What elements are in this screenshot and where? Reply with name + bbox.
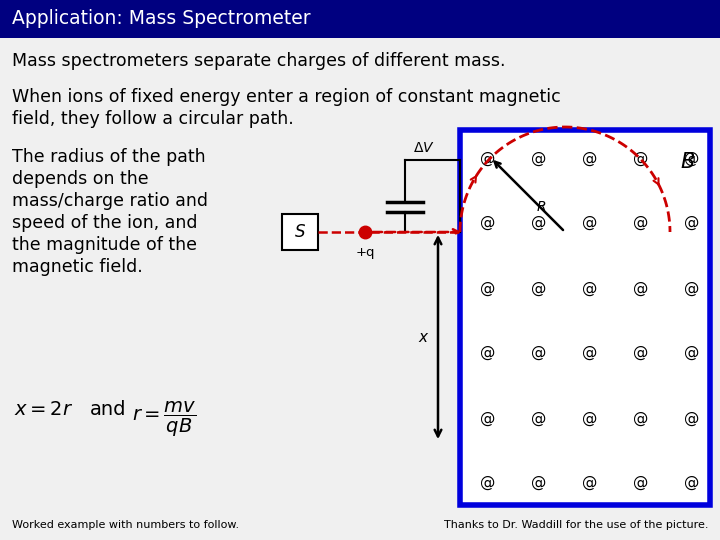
Text: @: @ [684, 346, 700, 361]
Text: @: @ [582, 476, 598, 490]
Text: magnetic field.: magnetic field. [12, 258, 143, 276]
Text: @: @ [531, 215, 546, 231]
Text: @: @ [582, 280, 598, 295]
Text: Application: Mass Spectrometer: Application: Mass Spectrometer [12, 10, 310, 29]
Text: and: and [90, 400, 127, 419]
Text: Mass spectrometers separate charges of different mass.: Mass spectrometers separate charges of d… [12, 52, 505, 70]
Text: @: @ [634, 280, 649, 295]
Text: When ions of fixed energy enter a region of constant magnetic: When ions of fixed energy enter a region… [12, 88, 561, 106]
Text: @: @ [531, 151, 546, 165]
Text: speed of the ion, and: speed of the ion, and [12, 214, 197, 232]
Text: @: @ [684, 476, 700, 490]
Text: $x = 2r$: $x = 2r$ [14, 400, 73, 419]
Text: @: @ [634, 151, 649, 165]
Text: $S$: $S$ [294, 223, 306, 241]
Text: $B$: $B$ [680, 152, 696, 172]
Text: @: @ [684, 215, 700, 231]
Text: @: @ [582, 410, 598, 426]
Text: $x$: $x$ [418, 329, 430, 345]
Bar [0, 0, 720, 38]
Text: $r = \dfrac{mv}{qB}$: $r = \dfrac{mv}{qB}$ [132, 400, 197, 439]
Text: @: @ [531, 346, 546, 361]
Text: The radius of the path: The radius of the path [12, 148, 206, 166]
Text: @: @ [480, 410, 495, 426]
Text: +q: +q [355, 246, 374, 259]
Text: the magnitude of the: the magnitude of the [12, 236, 197, 254]
Text: @: @ [480, 476, 495, 490]
Text: field, they follow a circular path.: field, they follow a circular path. [12, 110, 294, 128]
Text: @: @ [480, 346, 495, 361]
Bar [460, 130, 710, 505]
Text: @: @ [480, 215, 495, 231]
Text: mass/charge ratio and: mass/charge ratio and [12, 192, 208, 210]
Text: depends on the: depends on the [12, 170, 148, 188]
Text: @: @ [531, 410, 546, 426]
Bar [282, 214, 318, 250]
Text: @: @ [480, 280, 495, 295]
Text: @: @ [634, 410, 649, 426]
Text: @: @ [480, 151, 495, 165]
Text: @: @ [684, 151, 700, 165]
Text: $\Delta V$: $\Delta V$ [413, 141, 435, 155]
Text: @: @ [582, 151, 598, 165]
Text: @: @ [634, 346, 649, 361]
Text: $R$: $R$ [536, 200, 546, 214]
Text: @: @ [582, 215, 598, 231]
Text: @: @ [582, 346, 598, 361]
Text: @: @ [531, 280, 546, 295]
Text: @: @ [531, 476, 546, 490]
Text: Worked example with numbers to follow.: Worked example with numbers to follow. [12, 520, 239, 530]
Text: @: @ [634, 476, 649, 490]
Text: @: @ [684, 280, 700, 295]
Text: @: @ [634, 215, 649, 231]
Text: @: @ [684, 410, 700, 426]
Text: Thanks to Dr. Waddill for the use of the picture.: Thanks to Dr. Waddill for the use of the… [444, 520, 708, 530]
